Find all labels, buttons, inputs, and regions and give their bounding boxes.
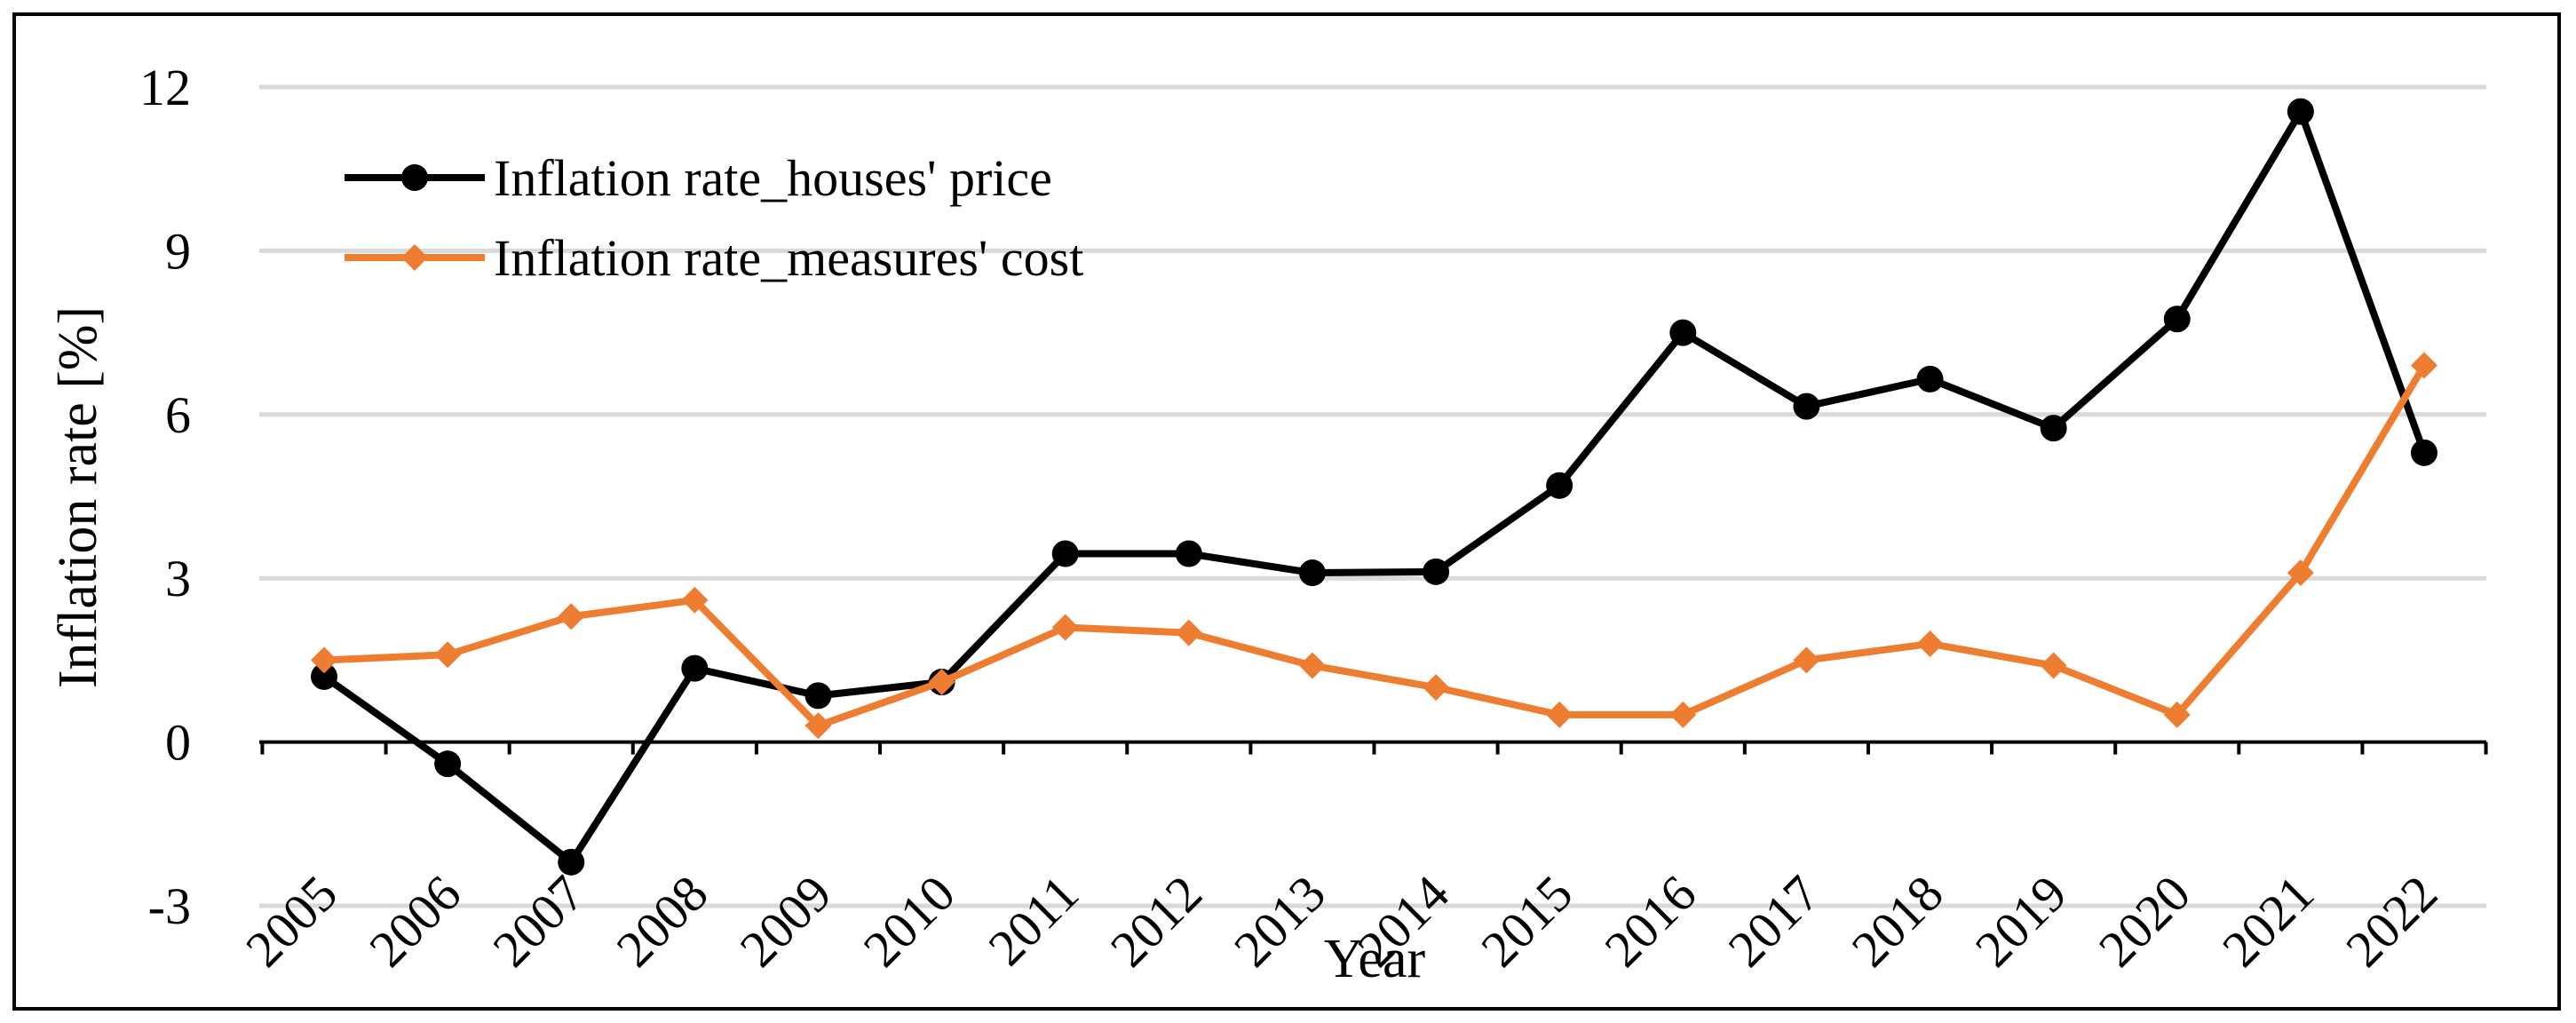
legend-item-measures-cost: Inflation rate_measures' cost	[345, 229, 1083, 287]
data-point	[1669, 701, 1697, 728]
data-point	[1669, 319, 1697, 346]
series-group	[311, 98, 2437, 876]
data-point	[558, 603, 585, 630]
y-tick-label: -3	[148, 877, 191, 935]
data-point	[2411, 439, 2437, 466]
data-point	[928, 668, 955, 695]
data-point	[2411, 352, 2437, 379]
data-point	[2287, 98, 2314, 125]
y-tick-label: 9	[165, 222, 191, 280]
data-point	[434, 750, 462, 778]
data-point	[1423, 558, 1450, 585]
data-point	[1051, 540, 1079, 567]
data-point	[681, 654, 709, 682]
legend-label-measures-cost: Inflation rate_measures' cost	[494, 229, 1083, 287]
series-measures-cost	[311, 352, 2437, 740]
data-point	[1298, 652, 1326, 679]
data-point	[681, 586, 709, 614]
data-point	[311, 662, 337, 690]
x-axis-title: Year	[1324, 929, 1426, 989]
legend-marker-measures-cost	[401, 244, 428, 271]
data-point	[1175, 540, 1202, 567]
series-houses-price	[311, 98, 2437, 876]
data-point	[1175, 619, 1202, 646]
data-point	[558, 848, 585, 876]
legend: Inflation rate_houses' price Inflation r…	[345, 149, 1083, 287]
data-point	[1916, 630, 1944, 657]
data-point	[2287, 559, 2314, 587]
data-point	[1423, 674, 1450, 702]
y-tick-label: 12	[139, 59, 191, 116]
data-point	[1916, 365, 1944, 393]
data-point	[1546, 472, 1573, 499]
series-line	[323, 363, 2428, 730]
legend-label-houses-price: Inflation rate_houses' price	[494, 149, 1052, 207]
data-point	[1793, 646, 1820, 674]
axes	[259, 740, 2488, 755]
y-axis-title: Inflation rate [%]	[48, 306, 108, 688]
data-point	[2040, 652, 2067, 679]
data-point	[2163, 701, 2191, 728]
data-point	[1793, 393, 1820, 420]
data-point	[434, 641, 462, 669]
data-point	[311, 646, 337, 674]
y-tick-label: 3	[165, 550, 191, 607]
data-point	[1546, 701, 1573, 728]
data-point	[2040, 415, 2067, 442]
legend-marker-houses-price	[401, 164, 428, 191]
series-line	[321, 107, 2428, 866]
chart-border	[12, 12, 2561, 1011]
y-tick-label: 6	[165, 386, 191, 444]
data-point	[805, 712, 832, 740]
data-point	[2163, 305, 2191, 333]
data-point	[1051, 614, 1079, 641]
y-tick-label: 0	[165, 714, 191, 772]
data-point	[805, 682, 832, 710]
gridlines	[259, 84, 2486, 908]
data-point	[1298, 559, 1326, 587]
legend-item-houses-price: Inflation rate_houses' price	[345, 149, 1052, 207]
